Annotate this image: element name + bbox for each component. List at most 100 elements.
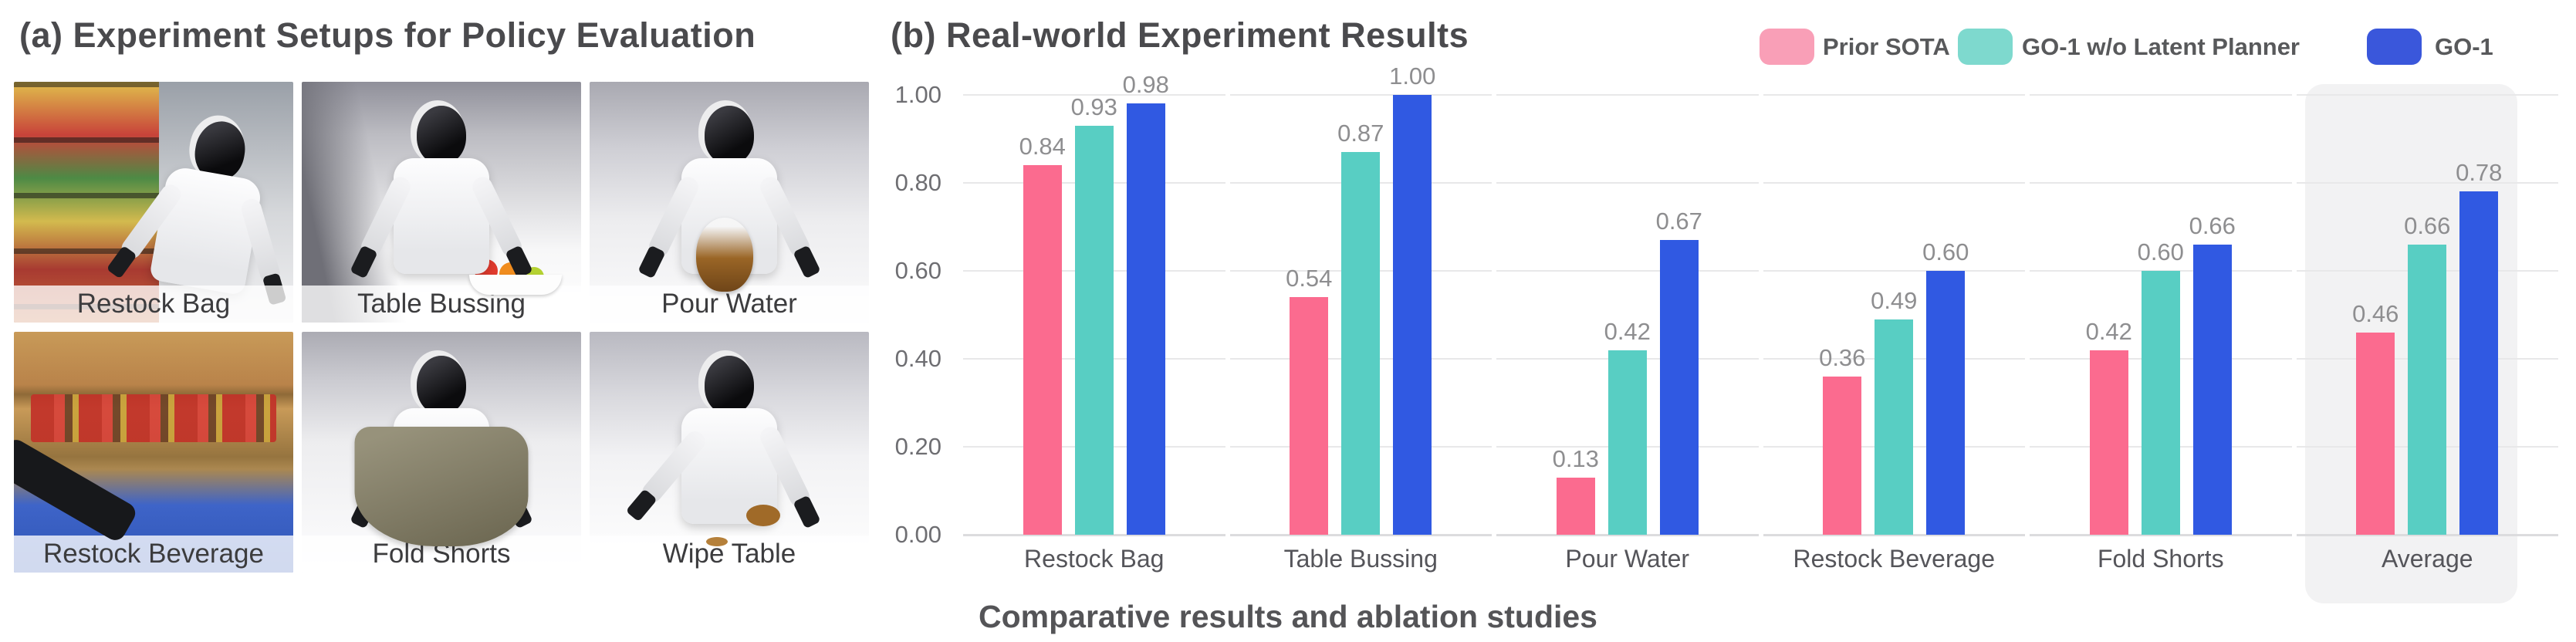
y-tick-label: 0.40 xyxy=(894,345,941,372)
robot-head xyxy=(705,356,754,415)
y-tick-label: 0.00 xyxy=(894,521,941,548)
bar-value-label: 0.66 xyxy=(2404,211,2451,239)
bar-prior-sota xyxy=(1556,477,1595,535)
bar-value-label: 0.60 xyxy=(2137,238,2184,265)
bar-value-label: 0.87 xyxy=(1337,120,1384,147)
photo-label: Restock Bag xyxy=(14,286,293,323)
x-axis-line xyxy=(1229,534,1492,536)
y-tick-label: 0.20 xyxy=(894,433,941,460)
category-label: Average xyxy=(2381,545,2473,573)
x-axis-line xyxy=(2030,534,2292,536)
photo-label: Restock Beverage xyxy=(14,536,293,573)
gridline xyxy=(2030,182,2292,184)
bar-value-label: 0.36 xyxy=(1819,343,1866,371)
robot-figure xyxy=(645,106,813,291)
robot-body xyxy=(681,408,777,525)
robot-body xyxy=(394,408,489,525)
bar-value-label: 0.67 xyxy=(1655,208,1702,235)
gridline xyxy=(1763,270,2025,272)
photo-label: Pour Water xyxy=(590,286,869,323)
gridline xyxy=(2296,94,2558,96)
category-label: Table Bussing xyxy=(1283,545,1438,573)
bar-prior-sota xyxy=(1023,165,1062,535)
gridline xyxy=(1763,94,2025,96)
robot-figure xyxy=(357,356,526,541)
category-label: Pour Water xyxy=(1565,545,1690,573)
bar-go-1 xyxy=(2459,191,2499,535)
gridline xyxy=(2030,94,2292,96)
x-axis-line xyxy=(1763,534,2025,536)
gridline xyxy=(1229,94,1492,96)
bar-value-label: 1.00 xyxy=(1389,63,1436,90)
gridline xyxy=(2296,182,2558,184)
category-label: Restock Beverage xyxy=(1793,545,1995,573)
legend-label: GO-1 w/o Latent Planner xyxy=(2022,33,2300,60)
bar-value-label: 0.60 xyxy=(1922,238,1969,265)
bar-go-1-w-o-latent-planner xyxy=(1341,152,1381,535)
bar-go-1-w-o-latent-planner xyxy=(1074,125,1114,535)
gridline xyxy=(1496,182,1759,184)
photo-restock-beverage: Restock Beverage xyxy=(14,332,293,573)
bar-go-1 xyxy=(1926,271,1966,535)
category-label: Restock Bag xyxy=(1024,545,1165,573)
x-axis-line xyxy=(2296,534,2558,536)
photo-table-bussing: Table Bussing xyxy=(302,82,581,323)
panel-b-title: (b) Real-world Experiment Results xyxy=(891,15,1469,55)
robot-figure xyxy=(357,106,526,291)
robot-body xyxy=(681,158,777,275)
bar-value-label: 0.42 xyxy=(1604,317,1651,345)
legend-swatch-go-1 xyxy=(2367,29,2422,65)
panel-a-title: (a) Experiment Setups for Policy Evaluat… xyxy=(19,15,756,55)
y-tick-label: 1.00 xyxy=(894,81,941,108)
robot-head xyxy=(705,106,754,165)
bar-value-label: 0.49 xyxy=(1871,286,1918,314)
legend-label: Prior SOTA xyxy=(1823,33,1950,60)
bar-go-1-w-o-latent-planner xyxy=(2141,271,2180,535)
photo-label: Table Bussing xyxy=(302,286,581,323)
bar-go-1 xyxy=(1393,95,1432,535)
bar-prior-sota xyxy=(2089,350,2128,535)
robot-figure xyxy=(638,356,813,541)
robot-body xyxy=(394,158,489,275)
photo-restock-bag: Restock Bag xyxy=(14,82,293,323)
y-tick-label: 0.60 xyxy=(894,257,941,284)
bar-value-label: 0.42 xyxy=(2085,317,2132,345)
x-axis-line xyxy=(1496,534,1759,536)
bar-go-1-w-o-latent-planner xyxy=(1607,350,1647,535)
bar-go-1-w-o-latent-planner xyxy=(2408,244,2447,535)
photo-pour-water: Pour Water xyxy=(590,82,869,323)
legend-label: GO-1 xyxy=(2435,33,2493,60)
category-label: Fold Shorts xyxy=(2097,545,2224,573)
y-tick-label: 0.80 xyxy=(894,169,941,196)
robot-arm xyxy=(468,424,526,511)
photo-fold-shorts: Fold Shorts xyxy=(302,332,581,573)
figure-caption: Comparative results and ablation studies xyxy=(979,599,1597,634)
photo-label: Wipe Table xyxy=(590,536,869,573)
x-axis-line xyxy=(963,534,1225,536)
bar-value-label: 0.93 xyxy=(1070,93,1117,120)
bar-prior-sota xyxy=(1290,297,1329,535)
bar-value-label: 0.13 xyxy=(1552,444,1599,472)
bar-prior-sota xyxy=(1823,376,1862,535)
bar-value-label: 0.66 xyxy=(2189,211,2236,239)
robot-arm xyxy=(357,424,414,511)
legend-swatch-prior-sota xyxy=(1760,29,1814,65)
bar-go-1-w-o-latent-planner xyxy=(1875,319,1914,535)
bar-go-1 xyxy=(1659,240,1699,535)
bar-value-label: 0.98 xyxy=(1122,71,1169,99)
gridline xyxy=(1496,270,1759,272)
robot-head xyxy=(417,356,466,415)
bar-value-label: 0.78 xyxy=(2456,159,2503,187)
photo-label: Fold Shorts xyxy=(302,536,581,573)
bar-prior-sota xyxy=(2356,332,2395,535)
bar-go-1 xyxy=(2192,244,2232,535)
bar-go-1 xyxy=(1126,103,1165,535)
bar-value-label: 0.46 xyxy=(2352,299,2399,327)
gridline xyxy=(963,94,1225,96)
photo-wipe-table: Wipe Table xyxy=(590,332,869,573)
legend-swatch-go-1-w-o-latent-planner xyxy=(1958,29,2013,65)
gridline xyxy=(1763,182,2025,184)
bar-value-label: 0.54 xyxy=(1286,265,1333,292)
robot-head xyxy=(417,106,466,165)
